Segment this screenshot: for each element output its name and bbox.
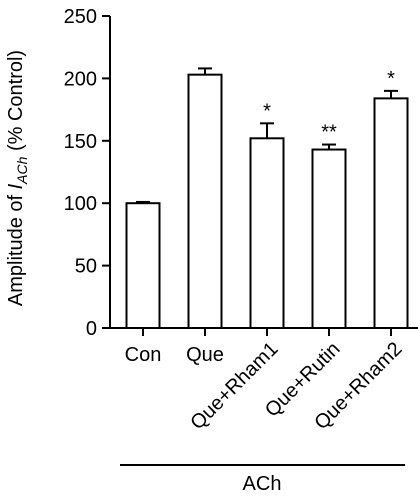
x-tick-label: Que [186,344,224,366]
y-axis-label: Amplitude of IACh (% Control) [5,50,30,306]
y-tick-label: 150 [64,131,97,153]
significance-marker: ** [321,122,337,144]
bar [249,137,285,329]
y-axis-label-subscript: ACh [14,156,30,184]
y-tick-label: 0 [86,318,97,340]
group-label: ACh [243,473,282,495]
bar [373,97,409,329]
y-tick-label: 200 [64,68,97,90]
significance-marker: * [387,68,395,90]
y-tick-label: 50 [75,256,97,278]
bar [311,148,347,329]
y-tick-label: 100 [64,193,97,215]
bars: **** [125,67,409,329]
y-axis-label-italic: I [5,183,27,189]
x-tick-label: Con [125,344,162,366]
y-axis: 0 50 100 150 200 250 [64,6,111,340]
bar [125,202,161,329]
y-tick-label: 250 [64,6,97,28]
significance-marker: * [263,100,271,122]
y-axis-label-suffix: (% Control) [5,50,27,157]
y-axis-label-prefix: Amplitude of [5,189,27,306]
bar [187,73,223,329]
